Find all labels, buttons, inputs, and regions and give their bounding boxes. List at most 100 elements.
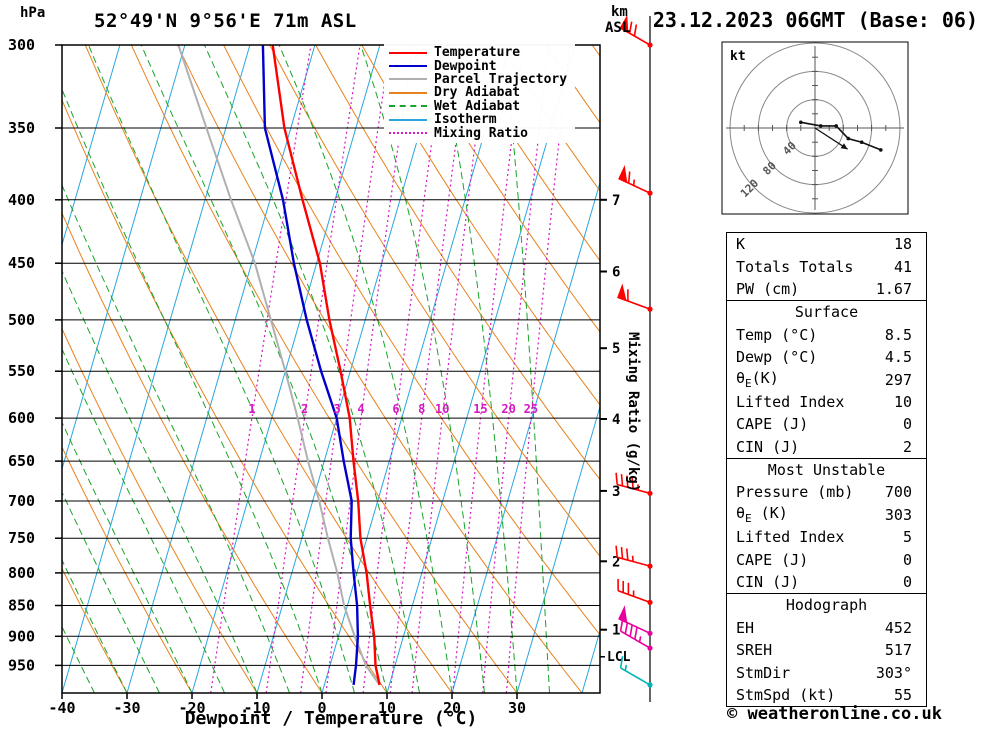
index-panel: K 18 Totals Totals 41 PW (cm) 1.67 (726, 232, 927, 302)
index-label: EH (736, 618, 755, 637)
legend-item-label: Dry Adiabat (434, 85, 521, 101)
isotherm-line (386, 45, 576, 693)
mixing-ratio-labels: 1 2 3 4 6 8 10 15 20 25 (248, 402, 538, 416)
index-label: θE(K) (736, 369, 779, 391)
wet-adiabat-line (140, 45, 388, 693)
mixing-ratio-line (325, 45, 414, 693)
temp-tick-label: 10 (378, 699, 396, 717)
legend-line-sample (389, 118, 427, 121)
index-row: StmDir 303° (727, 661, 926, 683)
legend-item-label: Isotherm (434, 112, 497, 128)
index-row: CIN (J) 2 (727, 436, 926, 458)
km-tick-label: 2 (612, 554, 620, 570)
pressure-unit-label: hPa (20, 5, 46, 21)
legend-item: Wet Adiabat (389, 100, 567, 113)
legend-item-label: Parcel Trajectory (434, 71, 568, 87)
index-label: Totals Totals (736, 257, 854, 276)
asl-label: ASL (605, 20, 631, 36)
legend-line-sample (389, 105, 427, 108)
dry-adiabat-line (62, 567, 128, 693)
temp-tick-labels: -40 -30 -20 -10 0 10 20 30 (48, 693, 526, 717)
legend: Temperature Dewpoint Parcel Trajectory Dry … (384, 43, 576, 143)
wind-barb (617, 579, 653, 606)
index-value: 303 (884, 505, 912, 524)
index-value: 0 (902, 573, 912, 592)
index-value: 41 (893, 257, 912, 276)
index-row: Dewp (°C) 4.5 (727, 346, 926, 368)
temp-tick-label: -30 (113, 699, 140, 717)
legend-line-sample (389, 91, 427, 94)
index-value: 0 (902, 415, 912, 434)
index-label: CAPE (J) (736, 550, 809, 569)
isotherm-line (451, 180, 600, 693)
pressure-lines (55, 44, 600, 667)
wind-barb (617, 283, 653, 312)
panel-title: Most Unstable (767, 461, 886, 480)
km-tick-label: 6 (612, 265, 620, 281)
km-asl-axis-label: km ASL (605, 4, 630, 36)
index-row: θE(K) 297 (727, 368, 926, 390)
index-label: CIN (J) (736, 437, 800, 456)
mixing-ratio-label: 25 (524, 402, 538, 416)
index-value: 10 (893, 392, 912, 411)
index-row: CAPE (J) 0 (727, 548, 926, 570)
isotherm-line (256, 45, 446, 693)
temp-tick-label: 0 (317, 699, 326, 717)
wind-barb (619, 619, 653, 651)
mixing-ratio-label: 15 (473, 402, 487, 416)
wind-barb (619, 656, 653, 688)
isotherm-line (62, 45, 251, 693)
mixing-ratio-axis-label: Mixing Ratio (g/kg) (625, 332, 641, 493)
index-label: SREH (736, 641, 773, 660)
index-label: CIN (J) (736, 573, 800, 592)
temp-tick-label: -20 (178, 699, 205, 717)
isotherm-line (62, 45, 186, 471)
index-label: Lifted Index (736, 392, 845, 411)
index-value: 8.5 (884, 325, 912, 344)
wind-barb (618, 165, 653, 196)
storm-motion-vector (814, 127, 848, 150)
parcel-trajectory-curve (177, 45, 381, 686)
lcl-label: LCL (607, 650, 631, 665)
mixing-ratio-label: 2 (301, 402, 308, 416)
x-axis-label: Dewpoint / Temperature (°C) (184, 708, 478, 729)
pressure-tick-label: 900 (8, 627, 35, 645)
wind-barb (615, 545, 653, 569)
legend-line-sample (389, 78, 427, 81)
pressure-tick-label: 500 (8, 311, 35, 329)
km-tick-label: 7 (612, 193, 620, 209)
isotherm-line (126, 45, 316, 693)
panel-title: Surface (794, 303, 859, 322)
index-value: 55 (893, 686, 912, 704)
pressure-tick-label: 350 (8, 119, 35, 137)
dewpoint-curve (261, 45, 360, 686)
km-tick-label: 1 (612, 623, 620, 639)
index-value: 297 (884, 370, 912, 389)
datetime-label: 23.12.2023 06GMT (Base: 06) (652, 8, 978, 32)
mixing-ratio-line (265, 45, 361, 693)
copyright-link[interactable]: © weatheronline.co.uk (727, 704, 942, 724)
index-value: 452 (884, 618, 912, 637)
pressure-tick-label: 650 (8, 452, 35, 470)
index-label: CAPE (J) (736, 415, 809, 434)
wet-adiabat-line (62, 88, 323, 693)
km-tick-label: 4 (612, 412, 620, 428)
dry-adiabat-line (453, 45, 600, 262)
index-row: Pressure (mb) 700 (727, 481, 926, 503)
pressure-tick-label: 550 (8, 362, 35, 380)
isotherm-line (321, 45, 511, 693)
pressure-tick-label: 850 (8, 597, 35, 615)
index-row: CAPE (J) 0 (727, 413, 926, 435)
legend-line-sample (389, 51, 427, 54)
pressure-tick-label: 750 (8, 529, 35, 547)
panel-title: Hodograph (785, 596, 868, 615)
temp-tick-label: 30 (508, 699, 526, 717)
index-value: 4.5 (884, 348, 912, 367)
index-row: PW (cm) 1.67 (727, 278, 926, 300)
index-row: SREH 517 (727, 639, 926, 661)
index-value: 5 (902, 528, 912, 547)
index-value: 303° (875, 663, 912, 682)
index-label: PW (cm) (736, 279, 800, 298)
temp-tick-label: 20 (443, 699, 461, 717)
pressure-tick-label: 700 (8, 492, 35, 510)
